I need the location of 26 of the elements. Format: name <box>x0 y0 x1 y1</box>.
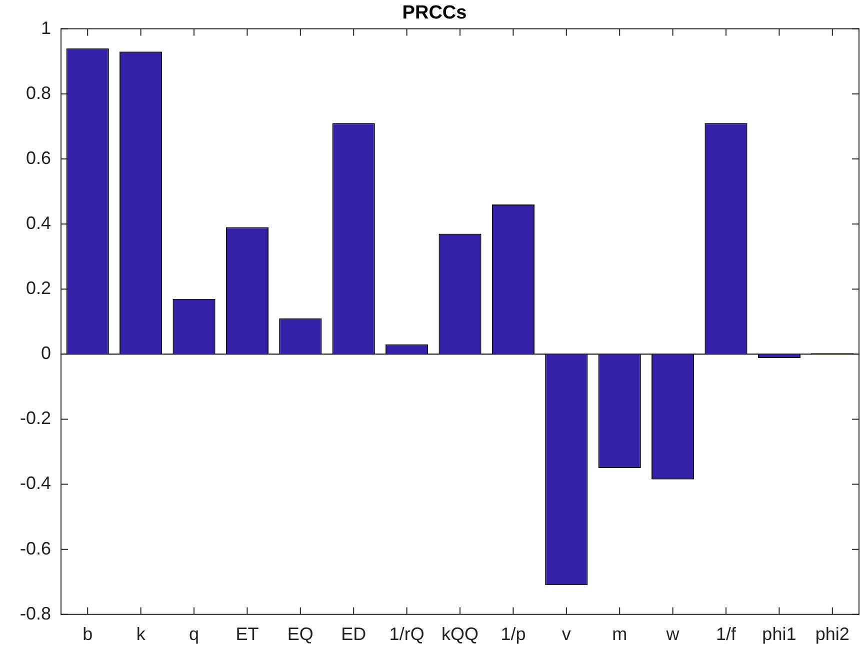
x-tick-label: w <box>665 624 680 644</box>
x-tick-label: k <box>136 624 146 644</box>
x-tick-label: ED <box>341 624 366 644</box>
y-tick-label: -0.8 <box>20 603 52 624</box>
chart-title: PRCCs <box>402 2 467 24</box>
y-tick-label: -0.4 <box>20 473 52 494</box>
x-tick-label: 1/rQ <box>389 624 424 644</box>
x-tick-label: v <box>562 624 571 644</box>
x-tick-label: 1/p <box>500 624 526 644</box>
y-tick-label: -0.2 <box>20 408 52 428</box>
x-tick-label: EQ <box>287 624 314 644</box>
y-tick-label: -0.6 <box>20 538 52 558</box>
y-tick-label: 1 <box>41 18 52 38</box>
x-tick-label: 1/f <box>716 624 738 644</box>
x-tick-label: ET <box>236 624 259 644</box>
x-tick-label: b <box>82 624 93 644</box>
x-tick-label: kQQ <box>442 624 479 644</box>
x-tick-label: q <box>189 624 200 644</box>
y-tick-label: 0.8 <box>26 82 52 103</box>
y-tick-label: 0 <box>41 343 52 364</box>
x-tick-label: m <box>612 624 628 644</box>
x-tick-label: phi1 <box>762 624 796 644</box>
y-tick-label: 0.4 <box>26 212 52 233</box>
x-tick-label: phi2 <box>815 624 850 644</box>
y-tick-label: 0.2 <box>26 278 52 298</box>
y-tick-label: 0.6 <box>26 148 52 168</box>
